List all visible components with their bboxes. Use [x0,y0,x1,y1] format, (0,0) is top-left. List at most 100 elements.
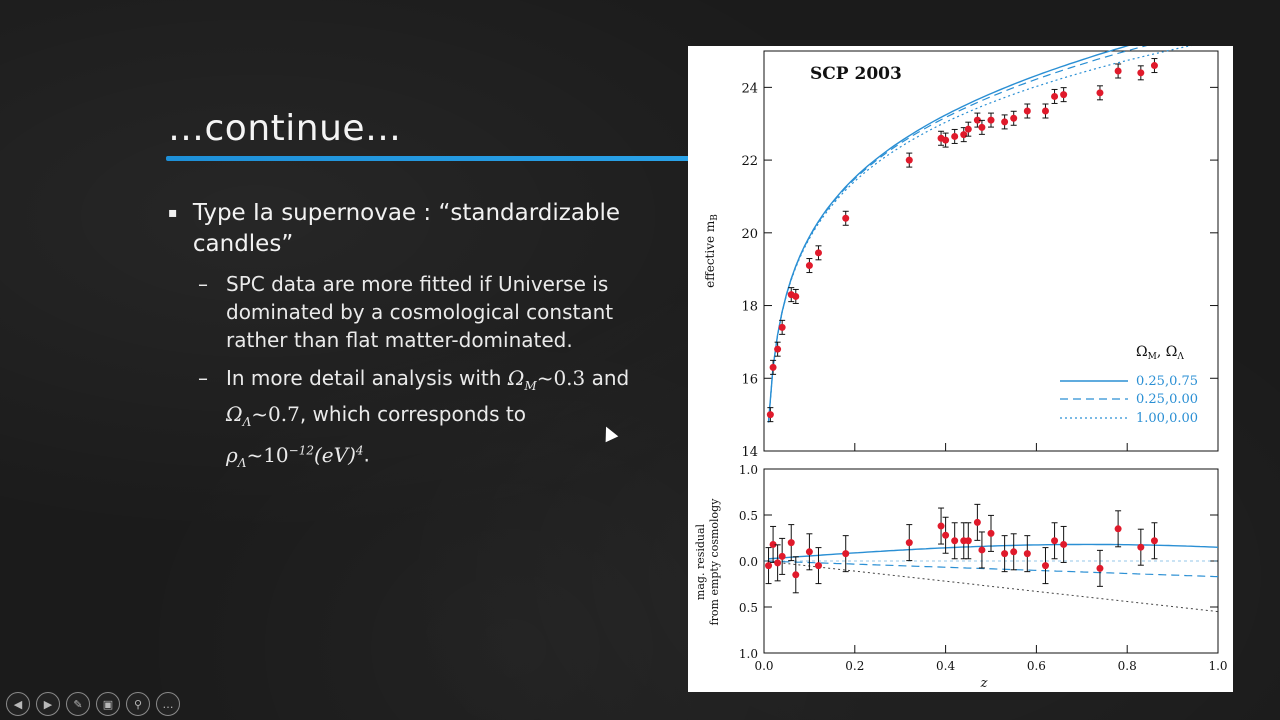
rho-subscript: Λ [237,455,247,470]
x-tick-label: 0.6 [1027,659,1046,673]
residual-point [1010,548,1018,556]
sub-bullet-item: – In more detail analysis with ΩM~0.3 an… [198,364,668,477]
residual-point [805,548,813,556]
data-point [951,132,959,140]
curve-dotted [767,46,1192,423]
x-tick-label: 0.8 [1118,659,1137,673]
data-point [842,214,850,222]
omega-letter: Ω [226,402,243,426]
bottom-y-tick-label: 1.0 [739,463,758,477]
chart-svg: SCP 2003 14 16 18 20 22 24 1.0 0.5 0.0 0.5 1.0 0.… [694,46,1228,691]
dash-icon: – [198,272,208,296]
bottom-y-tick-label: 0.0 [739,555,758,569]
see-all-slides-button[interactable]: ▣ [96,692,120,716]
legend-label-2: 0.25,0.00 [1136,392,1198,407]
residual-point [1001,550,1009,558]
text-fragment: . [363,442,370,467]
curve-solid [767,46,1130,423]
data-point [973,116,981,124]
zoom-button[interactable]: ⚲ [126,692,150,716]
x-tick-label: 0.0 [754,659,773,673]
rho-exponent: −12 [288,443,314,457]
omega-l-symbol: ΩΛ~0.7 [226,402,300,429]
data-point [905,156,913,164]
data-point [1010,114,1018,122]
omega-m-subscript: M [524,379,537,393]
top-y-label-sub: B [710,214,720,221]
residual-point [978,546,986,554]
residual-point [774,559,782,567]
bullet-list: ▪ Type Ia supernovae : “standardizable c… [168,198,668,477]
top-plot-frame [763,50,1219,452]
chart-title: SCP 2003 [810,64,902,84]
supernova-chart: SCP 2003 14 16 18 20 22 24 1.0 0.5 0.0 0.5 1.0 0.… [688,46,1233,692]
rho-unit-exponent: 4 [355,443,364,457]
residual-point [1150,537,1158,545]
top-y-tick-label: 20 [741,227,758,242]
top-curves [767,46,1192,423]
omega-letter: Ω [507,366,525,390]
residual-curve-dashed [768,560,1219,578]
residual-point [787,539,795,547]
residual-point [765,562,773,570]
bottom-curves [764,543,1219,613]
data-point [805,262,813,270]
top-y-label-text: effective m [703,220,717,288]
residual-point [987,529,995,537]
bullet-item: ▪ Type Ia supernovae : “standardizable c… [168,198,668,260]
bottom-data-points [765,503,1158,594]
data-point [778,323,786,331]
data-point [769,363,777,371]
residual-point [778,552,786,560]
data-point [792,292,800,300]
data-point [1051,92,1059,100]
top-y-axis-label: effective mB [703,214,720,288]
omega-m-symbol: ΩM~0.3 [507,366,585,393]
bottom-y-tick-label: 0.5 [739,601,758,615]
residual-point [1051,537,1059,545]
residual-point [1114,525,1122,533]
omega-l-value: ~0.7 [251,402,300,426]
data-point [766,411,774,419]
residual-point [973,518,981,526]
bottom-y-tick-label: 0.5 [739,509,758,523]
text-fragment: and [585,366,630,390]
data-point [774,345,782,353]
bottom-y-ticks: 1.0 0.5 0.0 0.5 1.0 [739,463,1218,661]
bottom-y-tick-label: 1.0 [739,647,758,661]
dash-icon: – [198,366,208,390]
data-point [1060,91,1068,99]
legend-header-sub-l: Λ [1176,352,1184,362]
bottom-y-axis-label-2: from empty cosmology [708,498,721,626]
residual-point [964,537,972,545]
data-point [978,123,986,131]
x-axis-label: z [980,676,988,691]
top-y-ticks: 14 16 18 20 22 24 [741,81,1218,460]
residual-point [792,571,800,579]
data-point [987,116,995,124]
legend-label-1: 0.25,0.75 [1136,374,1198,389]
pen-tool-button[interactable]: ✎ [66,692,90,716]
curve-dashed [767,46,1148,423]
title-underline [166,156,690,161]
rho-expression: ρΛ~10−12(eV)4 [226,442,364,470]
bottom-y-axis-label-1: mag. residual [694,523,707,600]
residual-point [942,531,950,539]
data-point [1150,62,1158,70]
next-slide-button[interactable]: ▶ [36,692,60,716]
x-tick-label: 0.4 [936,659,955,673]
rho-unit: (eV) [313,442,356,467]
top-y-tick-label: 22 [741,154,758,169]
more-options-button[interactable]: … [156,692,180,716]
text-fragment: In more detail analysis with [226,366,508,390]
top-y-tick-label: 24 [741,81,758,96]
legend-header-sep: , Ω [1157,344,1178,360]
top-data-points [766,58,1158,423]
data-point [1001,118,1009,126]
legend-label-3: 1.00,0.00 [1136,411,1198,426]
data-point [814,249,822,257]
residual-point [951,537,959,545]
residual-point [1023,550,1031,558]
prev-slide-button[interactable]: ◀ [6,692,30,716]
slideshow-nav-bar: ◀ ▶ ✎ ▣ ⚲ … [6,692,180,716]
